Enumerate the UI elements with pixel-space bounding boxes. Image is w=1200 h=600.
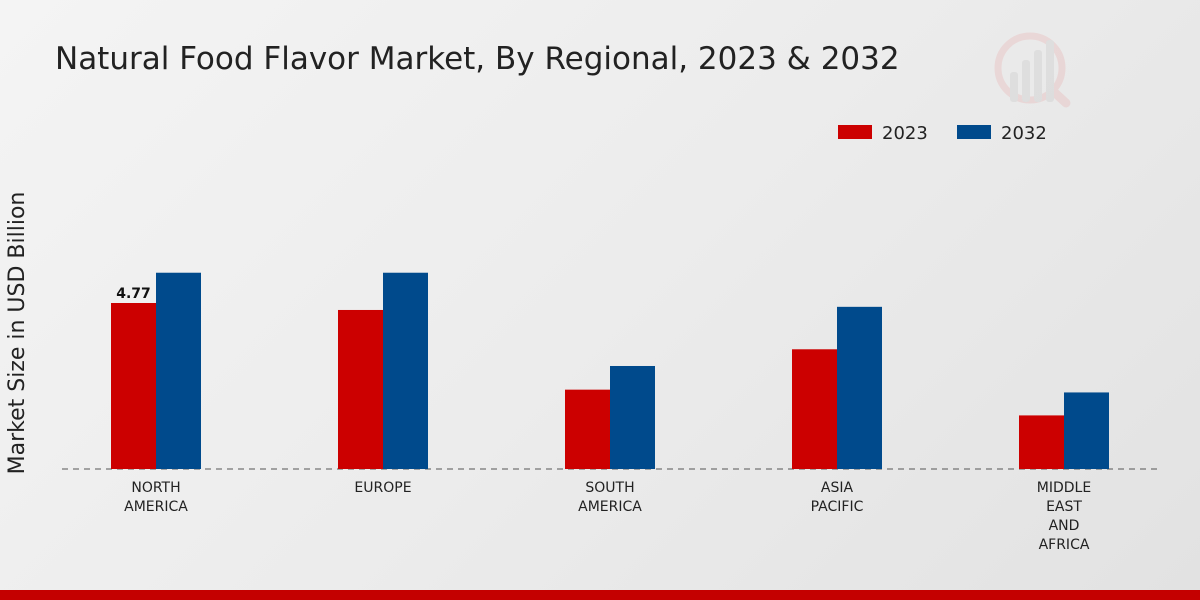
x-tick-label-line: AMERICA	[124, 499, 188, 515]
bar-2023-0	[111, 303, 156, 469]
bar-2032-2	[610, 365, 655, 469]
x-tick-label: EUROPE	[354, 480, 411, 496]
bar-2032-1	[383, 272, 428, 469]
chart-title: Natural Food Flavor Market, By Regional,…	[55, 41, 900, 77]
legend-label-2032: 2032	[1001, 123, 1047, 144]
bars-group	[111, 272, 1109, 469]
data-label: 4.77	[116, 286, 151, 302]
x-tick-label-line: SOUTH	[585, 480, 634, 496]
x-tick-label-line: EAST	[1046, 499, 1082, 515]
watermark-logo-icon	[994, 32, 1071, 108]
bar-2032-0	[156, 272, 201, 469]
y-axis-label: Market Size in USD Billion	[5, 192, 30, 475]
x-tick-label: ASIA PACIFIC	[811, 480, 864, 515]
data-labels: 4.77	[116, 286, 151, 302]
bar-2023-4	[1019, 415, 1064, 469]
x-tick-label-line: EUROPE	[354, 480, 411, 496]
bar-2023-2	[565, 389, 610, 469]
x-tick-label-line: PACIFIC	[811, 499, 864, 515]
bottom-accent-strip	[0, 590, 1200, 600]
x-tick-label: MIDDLE EAST AND AFRICA	[1037, 480, 1091, 553]
x-tick-label: NORTH AMERICA	[124, 480, 188, 515]
x-tick-label-line: ASIA	[821, 480, 854, 496]
x-tick-label-line: NORTH	[131, 480, 180, 496]
x-tick-label-line: MIDDLE	[1037, 480, 1091, 496]
bar-2032-4	[1064, 392, 1109, 469]
legend: 2023 2032	[838, 123, 1047, 144]
bar-2023-3	[792, 349, 837, 469]
x-tick-labels: NORTH AMERICA EUROPE SOUTH AMERICA ASIA PACIFI…	[124, 480, 1091, 553]
x-tick-label-line: AMERICA	[578, 499, 642, 515]
legend-swatch-2023	[838, 125, 872, 139]
x-tick-label-line: AFRICA	[1039, 537, 1090, 553]
x-tick-label-line: AND	[1049, 518, 1080, 534]
legend-swatch-2032	[957, 125, 991, 139]
bar-2023-1	[338, 309, 383, 469]
x-tick-label: SOUTH AMERICA	[578, 480, 642, 515]
legend-label-2023: 2023	[882, 123, 928, 144]
bar-2032-3	[837, 306, 882, 469]
